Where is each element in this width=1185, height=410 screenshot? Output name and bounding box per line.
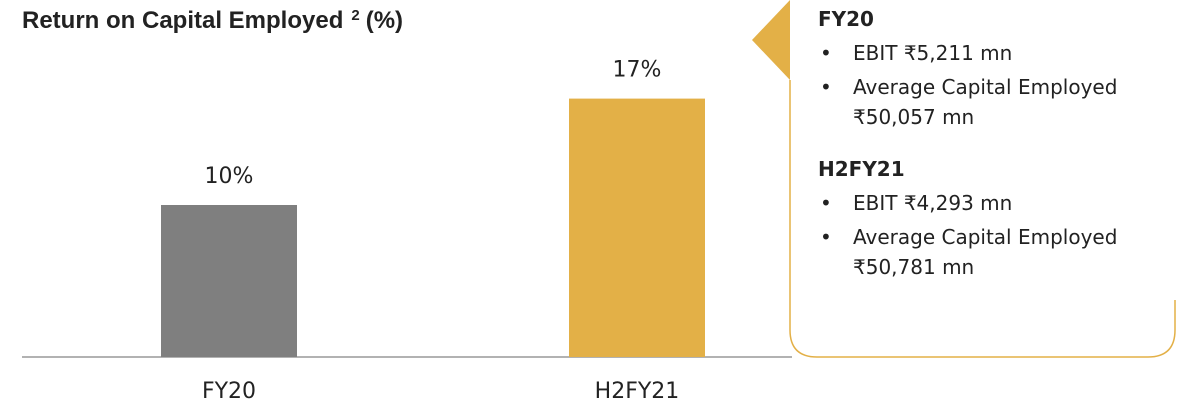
title-footnote: 2 <box>351 7 359 24</box>
callout-pointer <box>752 0 790 80</box>
value-label: 17% <box>613 58 662 83</box>
bar <box>569 98 705 357</box>
bar <box>161 205 297 357</box>
x-tick-label: FY20 <box>202 379 256 404</box>
callout: FY20 EBIT ₹5,211 mn Average Capital Employ… <box>818 4 1158 282</box>
callout-border <box>789 80 1176 358</box>
bullet: Average Capital Employed ₹50,057 mn <box>818 72 1158 132</box>
bullet: EBIT ₹4,293 mn <box>818 188 1158 218</box>
bullet: Average Capital Employed ₹50,781 mn <box>818 222 1158 282</box>
title-text: Return on Capital Employed <box>22 7 343 34</box>
section-heading: H2FY21 <box>818 157 905 181</box>
chart-title: Return on Capital Employed 2 (%) <box>22 7 403 34</box>
section-heading: FY20 <box>818 7 874 31</box>
value-label: 10% <box>205 164 254 189</box>
x-tick-label: H2FY21 <box>595 379 680 404</box>
title-unit: (%) <box>366 7 403 34</box>
bullet: EBIT ₹5,211 mn <box>818 38 1158 68</box>
